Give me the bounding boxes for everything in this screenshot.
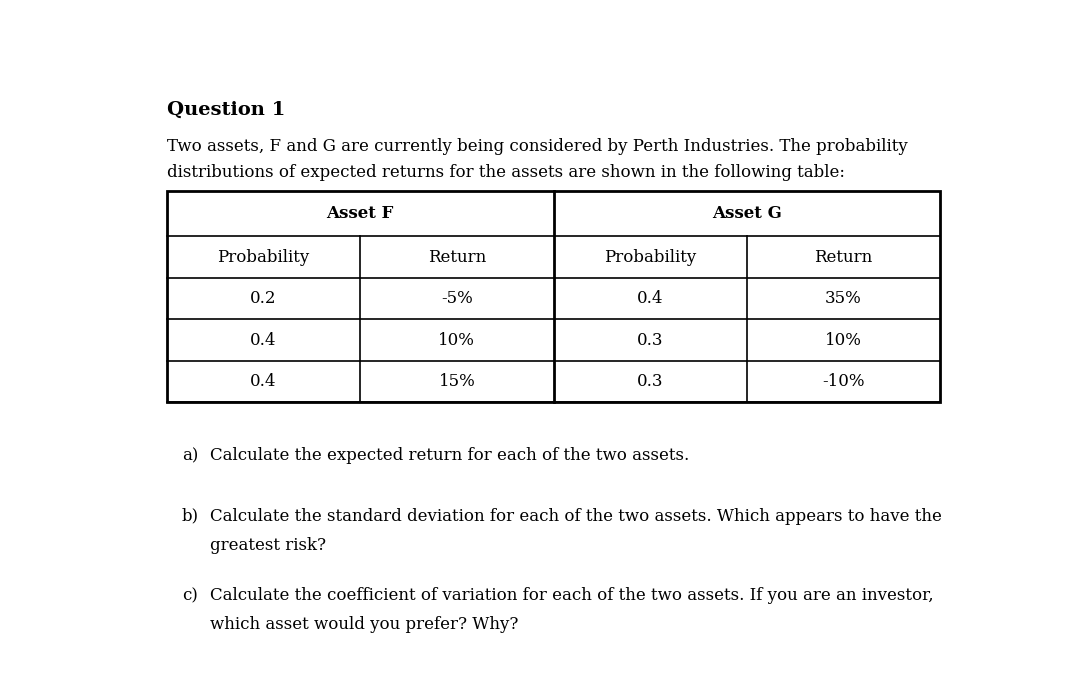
Text: a): a) <box>181 447 199 464</box>
Text: 0.3: 0.3 <box>637 332 663 348</box>
Text: Return: Return <box>814 249 873 265</box>
Text: Probability: Probability <box>217 249 310 265</box>
Text: Asset G: Asset G <box>712 205 782 222</box>
Text: 15%: 15% <box>438 373 475 390</box>
Text: Calculate the expected return for each of the two assets.: Calculate the expected return for each o… <box>211 447 689 464</box>
Text: 0.3: 0.3 <box>637 373 663 390</box>
Text: 10%: 10% <box>825 332 862 348</box>
Text: b): b) <box>181 508 199 525</box>
Text: which asset would you prefer? Why?: which asset would you prefer? Why? <box>211 616 518 633</box>
Text: c): c) <box>181 587 198 604</box>
Text: Asset F: Asset F <box>326 205 394 222</box>
Text: Return: Return <box>428 249 486 265</box>
Text: Calculate the standard deviation for each of the two assets. Which appears to ha: Calculate the standard deviation for eac… <box>211 508 942 525</box>
Text: Question 1: Question 1 <box>166 101 285 119</box>
Text: Probability: Probability <box>604 249 697 265</box>
Text: 0.2: 0.2 <box>251 291 276 307</box>
Text: -10%: -10% <box>822 373 865 390</box>
Text: greatest risk?: greatest risk? <box>211 537 326 554</box>
Text: -5%: -5% <box>441 291 473 307</box>
Text: 0.4: 0.4 <box>251 373 276 390</box>
Text: 10%: 10% <box>438 332 475 348</box>
Text: Calculate the coefficient of variation for each of the two assets. If you are an: Calculate the coefficient of variation f… <box>211 587 934 604</box>
Text: distributions of expected returns for the assets are shown in the following tabl: distributions of expected returns for th… <box>166 164 845 181</box>
Text: 0.4: 0.4 <box>251 332 276 348</box>
Text: Two assets, F and G are currently being considered by Perth Industries. The prob: Two assets, F and G are currently being … <box>166 138 907 155</box>
Text: 35%: 35% <box>825 291 862 307</box>
Text: 0.4: 0.4 <box>637 291 663 307</box>
